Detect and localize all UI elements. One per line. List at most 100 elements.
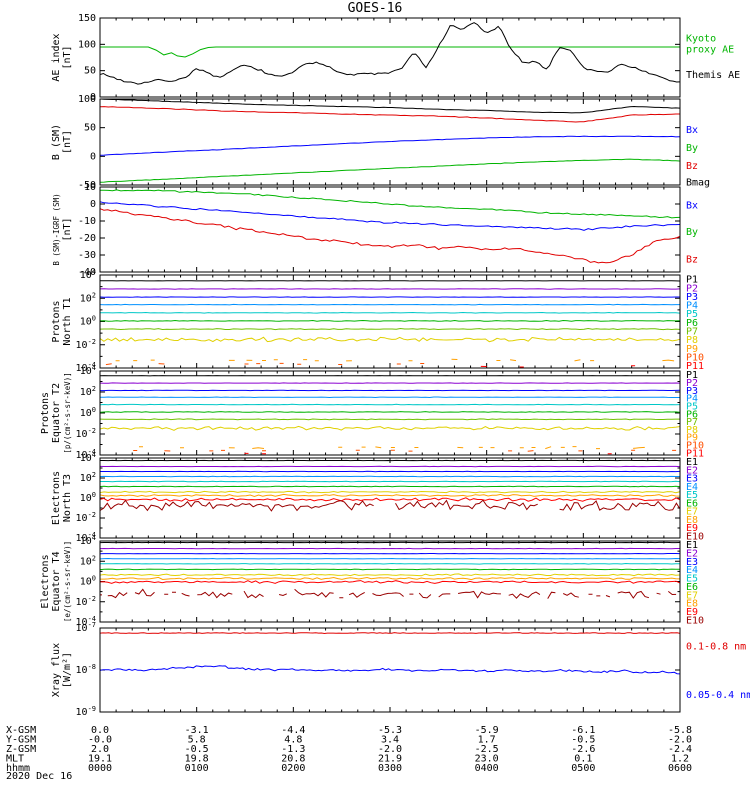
series-e5: [100, 562, 680, 565]
series-e10: [100, 588, 677, 599]
y-tick-label: 50: [84, 123, 96, 134]
axis-row-y-gsm: Y-GSM -0.0 5.8 4.8 3.4 1.7 -0.5 -2.0: [6, 735, 692, 746]
legend-e1: E1: [686, 457, 698, 468]
series-p7: [100, 418, 680, 421]
legend-p9: P9: [686, 433, 698, 444]
legend-e3: E3: [686, 474, 698, 485]
axis-row-value: 19.1: [88, 754, 112, 765]
y-tick-label: 102: [80, 554, 96, 567]
legend-e2: E2: [686, 548, 698, 559]
axis-row-value: -3.1: [185, 725, 209, 736]
y-tick-label: 104: [80, 451, 96, 464]
axis-row-value: -5.8: [668, 725, 692, 736]
legend-p4: P4: [686, 301, 698, 312]
legend-bmag: Bmag: [686, 177, 710, 188]
series-p6: [100, 319, 680, 322]
series-p9: [115, 358, 675, 362]
axis-row-value: 0200: [281, 763, 305, 774]
y-tick-label: 10-4: [76, 448, 96, 461]
y-tick-label: 100: [80, 315, 96, 328]
legend-e3: E3: [686, 557, 698, 568]
legend-bz: Bz: [686, 161, 698, 172]
legend-p11: P11: [686, 361, 704, 372]
axis-row-value: -0.5: [185, 744, 209, 755]
series-e9: [100, 580, 680, 584]
y-axis-label: [nT]: [62, 45, 73, 69]
legend-bx: Bx: [686, 201, 698, 212]
legend-by: By: [686, 227, 698, 238]
legend-p6: P6: [686, 409, 698, 420]
y-tick-label: 0: [90, 92, 96, 103]
y-tick-label: 0: [90, 199, 96, 210]
panel-frame: [99, 457, 681, 539]
y-axis-label: Electrons: [51, 471, 62, 525]
legend-by: By: [686, 143, 698, 154]
y-tick-label: 100: [80, 491, 96, 504]
axis-row-value: -2.0: [378, 744, 402, 755]
legend-e5: E5: [686, 574, 698, 585]
legend-p6: P6: [686, 318, 698, 329]
legend-e4: E4: [686, 565, 698, 576]
axis-row-value: 0100: [185, 763, 209, 774]
chart-title: GOES-16: [347, 1, 403, 16]
legend-p10: P10: [686, 352, 704, 363]
axis-row-value: 0.1: [574, 754, 592, 765]
y-axis-label: AE index: [51, 33, 62, 81]
panel-protons-equator-t2: 10-4 10-2 100 102 104 Protons Equator T2 [p/(cm…: [40, 364, 704, 461]
axis-row-label: Y-GSM: [6, 735, 36, 746]
legend-p11: P11: [686, 448, 704, 459]
legend-e6: E6: [686, 582, 698, 593]
series-kyoto-proxy-ae: [100, 46, 680, 58]
axis-row-label: Z-GSM: [6, 744, 36, 755]
y-tick-label: 10-4: [76, 531, 96, 544]
series-e7: [100, 573, 680, 577]
axis-row-value: 3.4: [381, 735, 399, 746]
series-p5: [100, 403, 680, 406]
series-bz: [100, 106, 680, 123]
series-0.1-0.8-nm: [100, 632, 680, 635]
legend-p7: P7: [686, 327, 698, 338]
legend-p3: P3: [686, 292, 698, 303]
y-tick-label: 104: [80, 268, 96, 281]
series-e6: [100, 485, 680, 488]
legend-e8: E8: [686, 515, 698, 526]
axis-row-value: 0500: [571, 763, 595, 774]
legend-e6: E6: [686, 498, 698, 509]
y-tick-label: 10-9: [76, 705, 96, 718]
axis-row-label: MLT: [6, 754, 24, 765]
series-e5: [100, 480, 680, 483]
series-p8: [100, 336, 680, 343]
legend-p8: P8: [686, 335, 698, 346]
y-tick-label: 104: [80, 534, 96, 547]
series-e7: [100, 490, 680, 494]
series-0.05-0.4-nm: [100, 665, 680, 675]
legend-kyoto: Kyoto: [686, 34, 716, 45]
legend-p4: P4: [686, 394, 698, 405]
series-e8: [100, 576, 680, 581]
legend-p7: P7: [686, 417, 698, 428]
axis-row-value: -4.4: [281, 725, 305, 736]
y-tick-label: 102: [80, 385, 96, 398]
axis-row-value: -5.9: [475, 725, 499, 736]
series-p5: [100, 311, 680, 314]
panel-xray-flux: 10-9 10-8 10-7 Xray flux [W/m²] 0.1-0.8 nm 0.0…: [51, 621, 750, 718]
y-tick-label: 10-4: [76, 615, 96, 628]
legend-proxy-ae: proxy AE: [686, 45, 734, 56]
series-e10: [100, 499, 680, 512]
y-tick-label: 50: [84, 66, 96, 77]
series-p8: [100, 425, 680, 431]
y-tick-label: 102: [80, 291, 96, 304]
y-tick-label: 10: [84, 182, 96, 193]
axis-row-value: -0.0: [88, 735, 112, 746]
date-label: 2020 Dec 16: [6, 771, 73, 782]
axis-row-value: 0000: [88, 763, 112, 774]
series-e8: [100, 493, 680, 498]
series-e6: [100, 568, 680, 571]
legend-bx: Bx: [686, 125, 698, 136]
axis-row-x-gsm: X-GSM 0.0 -3.1 -4.4 -5.3 -5.9 -6.1 -5.8: [6, 725, 692, 736]
series-bmag: [101, 99, 680, 114]
y-axis-label: [e/(cm²-s-sr-keV)]: [63, 541, 72, 622]
axis-row-value: 0300: [378, 763, 402, 774]
axis-row-value: 1.2: [671, 754, 689, 765]
axis-row-value: 19.8: [185, 754, 209, 765]
